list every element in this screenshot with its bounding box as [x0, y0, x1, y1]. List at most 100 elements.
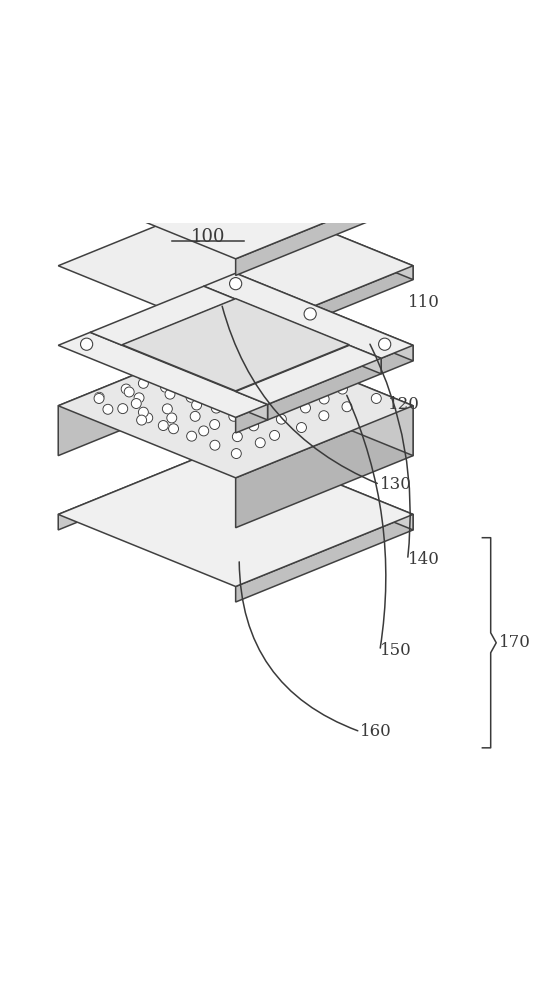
Polygon shape: [204, 286, 236, 315]
Circle shape: [183, 375, 192, 385]
Polygon shape: [312, 154, 362, 180]
Circle shape: [276, 354, 286, 364]
Circle shape: [231, 449, 241, 459]
Circle shape: [233, 393, 243, 403]
Polygon shape: [236, 334, 413, 456]
Polygon shape: [236, 12, 413, 101]
Text: 150: 150: [380, 642, 412, 659]
Circle shape: [229, 411, 239, 421]
Circle shape: [143, 413, 153, 423]
Polygon shape: [289, 147, 301, 156]
Circle shape: [137, 415, 147, 425]
Circle shape: [186, 431, 197, 441]
Polygon shape: [242, 151, 301, 175]
Polygon shape: [349, 345, 381, 374]
Circle shape: [209, 420, 220, 429]
Circle shape: [255, 438, 265, 448]
Circle shape: [139, 373, 149, 383]
Polygon shape: [236, 266, 413, 352]
Circle shape: [208, 345, 218, 355]
Polygon shape: [381, 345, 413, 374]
Text: 160: 160: [361, 723, 392, 740]
Circle shape: [210, 440, 220, 450]
Circle shape: [199, 426, 209, 436]
Circle shape: [379, 338, 391, 350]
Circle shape: [165, 389, 175, 399]
Circle shape: [293, 365, 303, 375]
Circle shape: [296, 423, 306, 433]
Polygon shape: [58, 442, 236, 530]
Polygon shape: [58, 12, 413, 156]
Polygon shape: [236, 194, 413, 280]
Polygon shape: [58, 194, 413, 338]
Polygon shape: [58, 334, 236, 456]
Polygon shape: [161, 143, 245, 177]
Polygon shape: [122, 299, 349, 391]
Circle shape: [131, 399, 141, 409]
Circle shape: [225, 375, 235, 385]
Circle shape: [269, 430, 279, 440]
Circle shape: [304, 308, 316, 320]
Circle shape: [342, 402, 352, 412]
Circle shape: [143, 200, 150, 207]
Circle shape: [156, 366, 166, 375]
Polygon shape: [58, 115, 413, 259]
Circle shape: [138, 407, 148, 417]
Polygon shape: [179, 160, 192, 169]
Polygon shape: [177, 137, 245, 170]
Circle shape: [189, 355, 199, 365]
Circle shape: [249, 421, 259, 431]
Circle shape: [218, 126, 225, 132]
Text: 140: 140: [408, 551, 440, 568]
Polygon shape: [90, 286, 236, 345]
Polygon shape: [268, 358, 381, 420]
Circle shape: [277, 414, 286, 424]
Circle shape: [319, 411, 329, 421]
Polygon shape: [283, 155, 363, 188]
Circle shape: [255, 405, 265, 415]
Circle shape: [301, 403, 310, 413]
Polygon shape: [58, 442, 413, 586]
Polygon shape: [236, 514, 413, 602]
Circle shape: [211, 365, 221, 375]
Circle shape: [278, 392, 287, 402]
Circle shape: [254, 386, 264, 396]
Circle shape: [230, 278, 242, 290]
Polygon shape: [301, 157, 362, 182]
Polygon shape: [204, 273, 413, 358]
Polygon shape: [58, 332, 268, 417]
Text: 120: 120: [388, 396, 420, 413]
Circle shape: [118, 404, 128, 414]
Circle shape: [190, 411, 200, 421]
Text: 130: 130: [380, 476, 412, 493]
Circle shape: [134, 393, 144, 403]
Circle shape: [169, 424, 179, 434]
Polygon shape: [236, 345, 381, 404]
Circle shape: [298, 383, 308, 393]
Polygon shape: [236, 404, 268, 433]
Circle shape: [321, 376, 331, 386]
Circle shape: [158, 421, 169, 431]
Circle shape: [81, 338, 93, 350]
Circle shape: [254, 348, 264, 358]
Polygon shape: [76, 18, 395, 148]
Polygon shape: [236, 115, 413, 203]
Circle shape: [161, 382, 170, 392]
Circle shape: [167, 413, 177, 423]
Circle shape: [94, 393, 104, 403]
Polygon shape: [129, 164, 192, 189]
Circle shape: [138, 378, 148, 388]
Text: 100: 100: [190, 228, 225, 246]
Circle shape: [227, 339, 236, 349]
Circle shape: [338, 384, 347, 394]
Polygon shape: [236, 84, 413, 173]
Circle shape: [186, 392, 196, 402]
Polygon shape: [236, 442, 413, 530]
Polygon shape: [58, 334, 413, 478]
Polygon shape: [122, 299, 236, 361]
Circle shape: [207, 384, 217, 394]
Circle shape: [162, 404, 172, 414]
Text: 170: 170: [499, 634, 531, 651]
Circle shape: [103, 404, 113, 414]
Polygon shape: [90, 332, 268, 420]
